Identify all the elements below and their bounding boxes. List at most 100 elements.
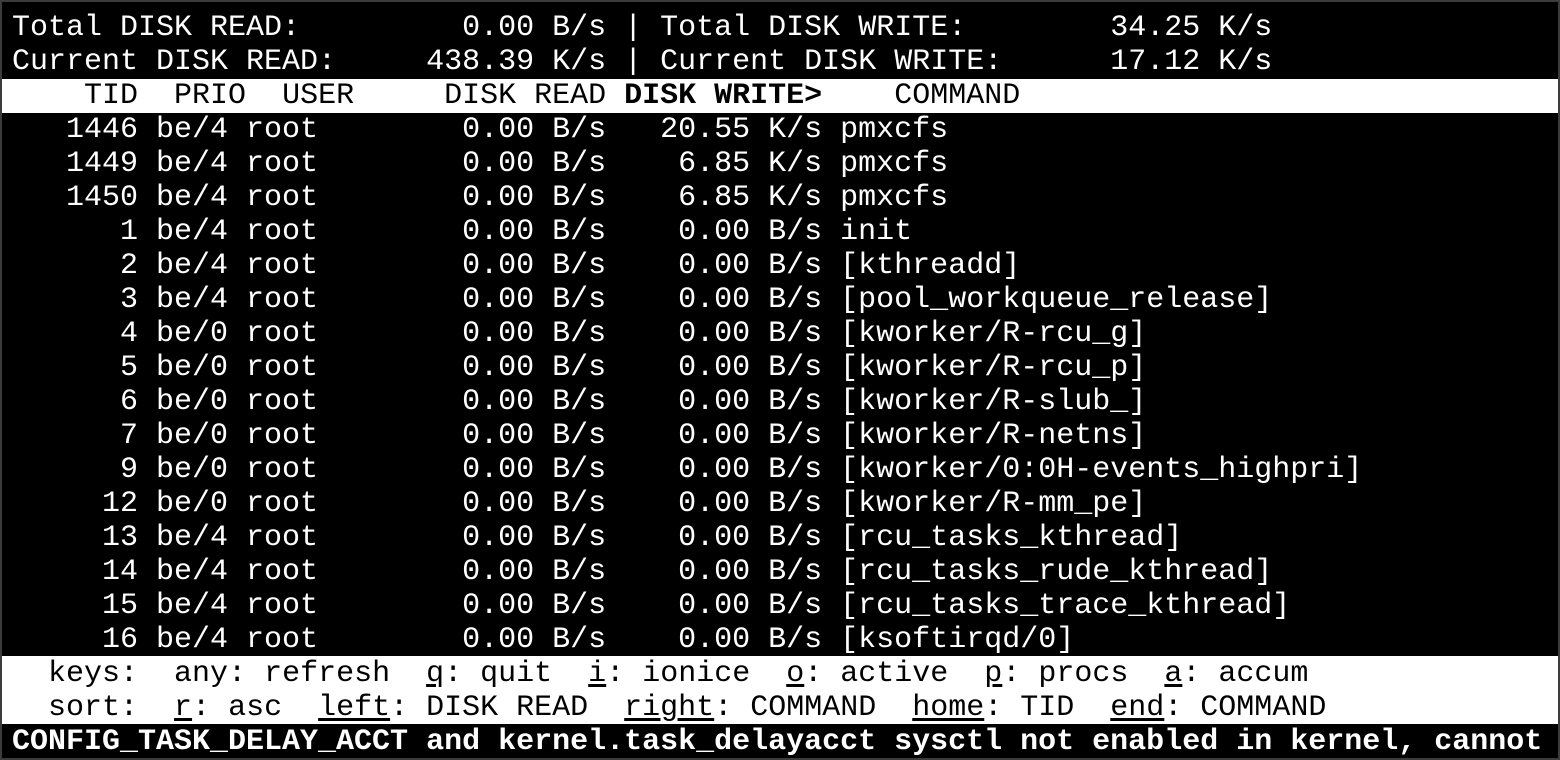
row-command: pmxcfs xyxy=(840,113,949,147)
process-row[interactable]: 5 be/0 root 0.00 B/s 0.00 B/s [kworker/R… xyxy=(12,351,1146,385)
row-prio: be/4 xyxy=(156,589,247,623)
total-io-line: Total DISK READ: 0.00 B/s | Total DISK W… xyxy=(12,11,1272,45)
column-disk-read[interactable]: DISK READ xyxy=(354,79,607,113)
current-write-label: Current DISK WRITE: xyxy=(660,45,1003,79)
row-disk-write: 20.55 K/s xyxy=(624,113,841,147)
separator: | xyxy=(624,45,643,79)
row-prio: be/0 xyxy=(156,317,247,351)
row-disk-read: 0.00 B/s xyxy=(408,317,625,351)
process-row[interactable]: 3 be/4 root 0.00 B/s 0.00 B/s [pool_work… xyxy=(12,283,1272,317)
row-disk-write: 0.00 B/s xyxy=(624,453,841,487)
row-disk-write: 0.00 B/s xyxy=(624,521,841,555)
row-tid: 2 xyxy=(12,249,157,283)
hotkey: o xyxy=(786,657,805,691)
process-row[interactable]: 1450 be/4 root 0.00 B/s 6.85 K/s pmxcfs xyxy=(12,181,948,215)
row-tid: 15 xyxy=(12,589,157,623)
process-row[interactable]: 9 be/0 root 0.00 B/s 0.00 B/s [kworker/0… xyxy=(12,453,1362,487)
column-disk-write-sorted[interactable]: DISK WRITE> xyxy=(624,79,823,113)
row-user: root xyxy=(246,385,409,419)
process-row[interactable]: 6 be/0 root 0.00 B/s 0.00 B/s [kworker/R… xyxy=(12,385,1146,419)
row-disk-read: 0.00 B/s xyxy=(408,181,625,215)
keys-label: keys: xyxy=(12,657,139,691)
process-row[interactable]: 2 be/4 root 0.00 B/s 0.00 B/s [kthreadd] xyxy=(12,249,1020,283)
row-disk-write: 0.00 B/s xyxy=(624,283,841,317)
row-command: [kworker/0:0H-events_highpri] xyxy=(840,453,1363,487)
column-tid[interactable]: TID xyxy=(12,79,139,113)
row-disk-write: 6.85 K/s xyxy=(624,181,841,215)
row-command: [kworker/R-slub_] xyxy=(840,385,1147,419)
total-write-value: 34.25 K/s xyxy=(1110,11,1273,45)
row-user: root xyxy=(246,317,409,351)
keys-item-q[interactable]: q: quit xyxy=(426,657,553,691)
row-command: pmxcfs xyxy=(840,181,949,215)
hotkey: q xyxy=(426,657,445,691)
total-read-label: Total DISK READ: xyxy=(12,11,301,45)
row-disk-read: 0.00 B/s xyxy=(408,487,625,521)
keys-item-p[interactable]: p: procs xyxy=(984,657,1129,691)
row-disk-read: 0.00 B/s xyxy=(408,623,625,657)
row-user: root xyxy=(246,555,409,589)
row-disk-read: 0.00 B/s xyxy=(408,555,625,589)
column-command[interactable]: COMMAND xyxy=(822,79,1021,113)
row-user: root xyxy=(246,351,409,385)
total-read-value: 0.00 B/s xyxy=(462,11,607,45)
row-prio: be/0 xyxy=(156,351,247,385)
row-user: root xyxy=(246,147,409,181)
process-row[interactable]: 1449 be/4 root 0.00 B/s 6.85 K/s pmxcfs xyxy=(12,147,948,181)
row-disk-read: 0.00 B/s xyxy=(408,385,625,419)
row-prio: be/4 xyxy=(156,249,247,283)
keys-item-any[interactable]: any: refresh xyxy=(174,657,391,691)
column-header: TID PRIO USER DISK READ DISK WRITE> COMM… xyxy=(12,79,1020,113)
row-prio: be/4 xyxy=(156,521,247,555)
row-command: [rcu_tasks_rude_kthread] xyxy=(840,555,1273,589)
row-disk-write: 6.85 K/s xyxy=(624,147,841,181)
total-write-label: Total DISK WRITE: xyxy=(660,11,967,45)
row-tid: 5 xyxy=(12,351,157,385)
row-disk-read: 0.00 B/s xyxy=(408,283,625,317)
sort-item-home[interactable]: home: TID xyxy=(912,691,1075,725)
row-command: [kworker/R-netns] xyxy=(840,419,1147,453)
process-row[interactable]: 13 be/4 root 0.00 B/s 0.00 B/s [rcu_task… xyxy=(12,521,1182,555)
row-tid: 14 xyxy=(12,555,157,589)
row-prio: be/4 xyxy=(156,181,247,215)
process-row[interactable]: 1 be/4 root 0.00 B/s 0.00 B/s init xyxy=(12,215,912,249)
row-command: [kworker/R-rcu_p] xyxy=(840,351,1147,385)
row-tid: 1446 xyxy=(12,113,157,147)
hotkey: r xyxy=(174,691,193,725)
row-tid: 1450 xyxy=(12,181,157,215)
keys-help-line: keys: any: refresh q: quit i: ionice o: … xyxy=(12,657,1308,691)
sort-item-r[interactable]: r: asc xyxy=(174,691,283,725)
column-user[interactable]: USER xyxy=(246,79,355,113)
row-user: root xyxy=(246,249,409,283)
row-disk-read: 0.00 B/s xyxy=(408,351,625,385)
row-disk-write: 0.00 B/s xyxy=(624,317,841,351)
row-tid: 7 xyxy=(12,419,157,453)
process-row[interactable]: 4 be/0 root 0.00 B/s 0.00 B/s [kworker/R… xyxy=(12,317,1146,351)
current-read-label: Current DISK READ: xyxy=(12,45,337,79)
process-row[interactable]: 16 be/4 root 0.00 B/s 0.00 B/s [ksoftirq… xyxy=(12,623,1074,657)
sort-item-end[interactable]: end: COMMAND xyxy=(1110,691,1327,725)
row-user: root xyxy=(246,113,409,147)
process-row[interactable]: 12 be/0 root 0.00 B/s 0.00 B/s [kworker/… xyxy=(12,487,1146,521)
row-command: pmxcfs xyxy=(840,147,949,181)
row-command: [ksoftirqd/0] xyxy=(840,623,1075,657)
row-user: root xyxy=(246,453,409,487)
sort-item-left[interactable]: left: DISK READ xyxy=(318,691,589,725)
process-row[interactable]: 14 be/4 root 0.00 B/s 0.00 B/s [rcu_task… xyxy=(12,555,1272,589)
hotkey: a xyxy=(1164,657,1183,691)
keys-item-a[interactable]: a: accum xyxy=(1164,657,1309,691)
keys-item-i[interactable]: i: ionice xyxy=(588,657,751,691)
keys-item-o[interactable]: o: active xyxy=(786,657,949,691)
row-disk-read: 0.00 B/s xyxy=(408,147,625,181)
row-disk-read: 0.00 B/s xyxy=(408,215,625,249)
row-user: root xyxy=(246,181,409,215)
row-command: [pool_workqueue_release] xyxy=(840,283,1273,317)
row-tid: 3 xyxy=(12,283,157,317)
column-prio[interactable]: PRIO xyxy=(138,79,247,113)
hotkey: p xyxy=(984,657,1003,691)
sort-item-right[interactable]: right: COMMAND xyxy=(624,691,877,725)
row-tid: 12 xyxy=(12,487,157,521)
process-row[interactable]: 7 be/0 root 0.00 B/s 0.00 B/s [kworker/R… xyxy=(12,419,1146,453)
process-row[interactable]: 15 be/4 root 0.00 B/s 0.00 B/s [rcu_task… xyxy=(12,589,1290,623)
process-row[interactable]: 1446 be/4 root 0.00 B/s 20.55 K/s pmxcfs xyxy=(12,113,948,147)
